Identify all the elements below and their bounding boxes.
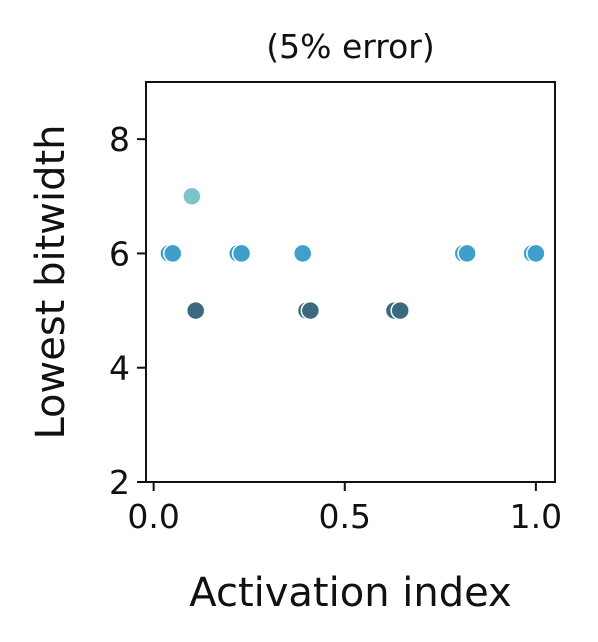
x-axis-label: Activation index [189,570,511,616]
x-tick-label: 0.0 [127,497,179,536]
y-tick-label: 6 [109,234,130,273]
data-point [292,243,313,264]
data-point [185,300,206,321]
x-axis-ticks: 0.0 0.5 1.0 [127,482,562,536]
data-point [300,300,321,321]
x-tick-label: 1.0 [510,497,562,536]
data-point [163,243,183,264]
y-tick-label: 4 [109,349,130,388]
data-point [231,243,252,264]
data-point [390,300,410,321]
data-point [182,186,202,207]
y-axis-label: Lowest bitwidth [28,124,74,439]
plot-frame [145,81,556,483]
data-point [526,243,546,264]
chart-title: (5% error) [266,27,434,66]
y-tick-label: 2 [109,463,130,502]
y-axis-ticks: 2 4 6 8 [109,120,146,502]
data-points [159,186,546,321]
y-tick-label: 8 [109,120,130,159]
x-tick-label: 0.5 [319,497,371,536]
data-point [457,243,477,264]
